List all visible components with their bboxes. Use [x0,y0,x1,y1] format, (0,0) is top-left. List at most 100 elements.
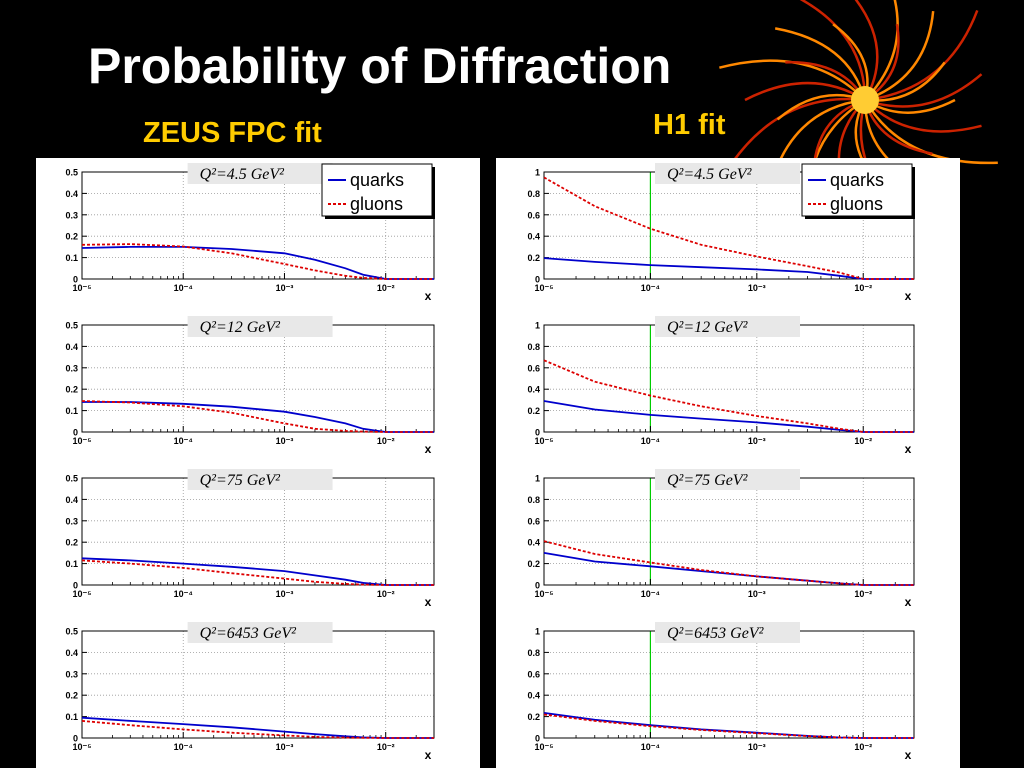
q2-label-box [187,469,333,490]
q2-label-box [187,316,333,337]
y-tick-label: 0.4 [527,385,540,395]
q2-label: Q²=12 GeV² [667,319,749,336]
legend-label-gluons: gluons [830,194,883,214]
y-tick-label: 0.2 [65,691,78,701]
y-tick-label: 0.5 [65,627,78,637]
x-tick-label: 10⁻² [377,742,395,752]
y-tick-label: 0 [535,428,540,438]
chart-h1-4: 0 0.2 0.4 0.6 0.8 1 10⁻⁵ 10⁻⁴ 10⁻³ 10⁻² x Q²=6453 G… [527,622,915,762]
decorative-firework-graphic [719,0,998,228]
y-tick-label: 0.3 [65,516,78,526]
x-tick-label: 10⁻⁵ [535,283,554,293]
y-tick-label: 0.1 [65,559,78,569]
q2-label-box [655,622,800,643]
y-tick-label: 0.4 [527,691,540,701]
x-tick-label: 10⁻⁵ [73,436,92,446]
y-tick-label: 0.5 [65,474,78,484]
legend-box [321,163,433,217]
x-axis-label: x [905,748,912,762]
x-tick-label: 10⁻⁴ [174,589,193,599]
h1-charts-svg: 0 0.2 0.4 0.6 0.8 1 10⁻⁵ 10⁻⁴ 10⁻³ 10⁻² x Q²=4.5 Ge… [527,163,915,762]
h1-column-title: H1 fit [653,109,726,141]
series-line-quarks [81,557,434,586]
zeus-column-title: ZEUS FPC fit [143,117,322,149]
legend-label-quarks: quarks [350,170,404,190]
q2-label: Q²=4.5 GeV² [667,166,753,183]
y-tick-label: 0.2 [527,253,540,263]
firework-ray [864,10,935,102]
y-tick-label: 0.4 [527,538,540,548]
x-axis-label: x [425,442,432,456]
x-tick-label: 10⁻² [854,436,872,446]
y-tick-label: 0 [73,428,78,438]
y-tick-label: 0.1 [65,253,78,263]
x-tick-label: 10⁻⁴ [641,283,660,293]
x-tick-label: 10⁻⁵ [535,589,554,599]
zeus-charts-svg: 0 0.1 0.2 0.3 0.4 0.5 10⁻⁵ 10⁻⁴ 10⁻³ 10⁻² x Q²=4.5 … [65,163,435,762]
y-tick-label: 0 [73,734,78,744]
q2-label: Q²=75 GeV² [200,472,282,489]
q2-label-box [655,316,800,337]
x-tick-label: 10⁻² [377,283,395,293]
series-line-quarks [543,712,914,739]
y-tick-label: 0.2 [527,406,540,416]
q2-label-box [655,469,800,490]
y-tick-label: 0.2 [527,559,540,569]
y-tick-label: 0.8 [527,342,540,352]
x-tick-label: 10⁻⁵ [73,742,92,752]
x-tick-label: 10⁻² [377,589,395,599]
y-tick-label: 0.4 [65,495,78,505]
y-tick-label: 1 [535,321,540,331]
firework-ray [864,73,983,108]
firework-ray [864,10,979,102]
y-tick-label: 0.1 [65,712,78,722]
y-tick-label: 1 [535,627,540,637]
plot-frame [543,324,915,433]
y-tick-label: 0.4 [527,232,540,242]
series-line-gluons [81,400,434,433]
y-tick-label: 0.4 [65,342,78,352]
series-line-gluons [543,540,914,586]
y-tick-label: 0.3 [65,210,78,220]
y-tick-label: 0.5 [65,168,78,178]
series-line-quarks [81,246,434,280]
x-axis-label: x [905,289,912,303]
x-axis-label: x [905,442,912,456]
series-line-quarks [543,400,914,433]
y-tick-label: 1 [535,168,540,178]
x-tick-label: 10⁻³ [276,283,294,293]
q2-label: Q²=12 GeV² [200,319,282,336]
plot-frame [81,324,435,433]
y-tick-label: 0.8 [527,648,540,658]
y-tick-label: 0 [535,581,540,591]
series-line-gluons [81,559,434,586]
series-line-quarks [82,401,434,433]
x-tick-label: 10⁻³ [276,436,294,446]
x-axis-label: x [425,289,432,303]
chart-zeus-1: 0 0.1 0.2 0.3 0.4 0.5 10⁻⁵ 10⁻⁴ 10⁻³ 10⁻² x Q²=4.5 … [65,163,435,303]
series-line-gluons [543,359,914,433]
y-tick-label: 0.6 [527,669,540,679]
y-tick-label: 0.8 [527,495,540,505]
x-tick-label: 10⁻⁴ [174,283,193,293]
y-tick-label: 0.4 [65,648,78,658]
y-tick-label: 0.3 [65,669,78,679]
x-tick-label: 10⁻³ [748,589,766,599]
series-line-gluons [81,243,434,280]
chart-zeus-2: 0 0.1 0.2 0.3 0.4 0.5 10⁻⁵ 10⁻⁴ 10⁻³ 10⁻² x Q²=12 G… [65,316,435,456]
x-tick-label: 10⁻³ [748,742,766,752]
x-tick-label: 10⁻⁴ [641,589,660,599]
x-tick-label: 10⁻² [377,436,395,446]
q2-label: Q²=75 GeV² [667,472,749,489]
plot-frame [543,477,915,586]
firework-core [851,86,879,114]
x-axis-label: x [425,595,432,609]
slide-title: Probability of Diffraction [88,38,672,94]
y-tick-label: 0.5 [65,321,78,331]
x-tick-label: 10⁻² [854,589,872,599]
x-tick-label: 10⁻⁵ [535,436,554,446]
series-line-gluons [81,720,434,739]
y-tick-label: 0.2 [65,538,78,548]
x-tick-label: 10⁻³ [748,283,766,293]
y-tick-label: 0.2 [65,385,78,395]
